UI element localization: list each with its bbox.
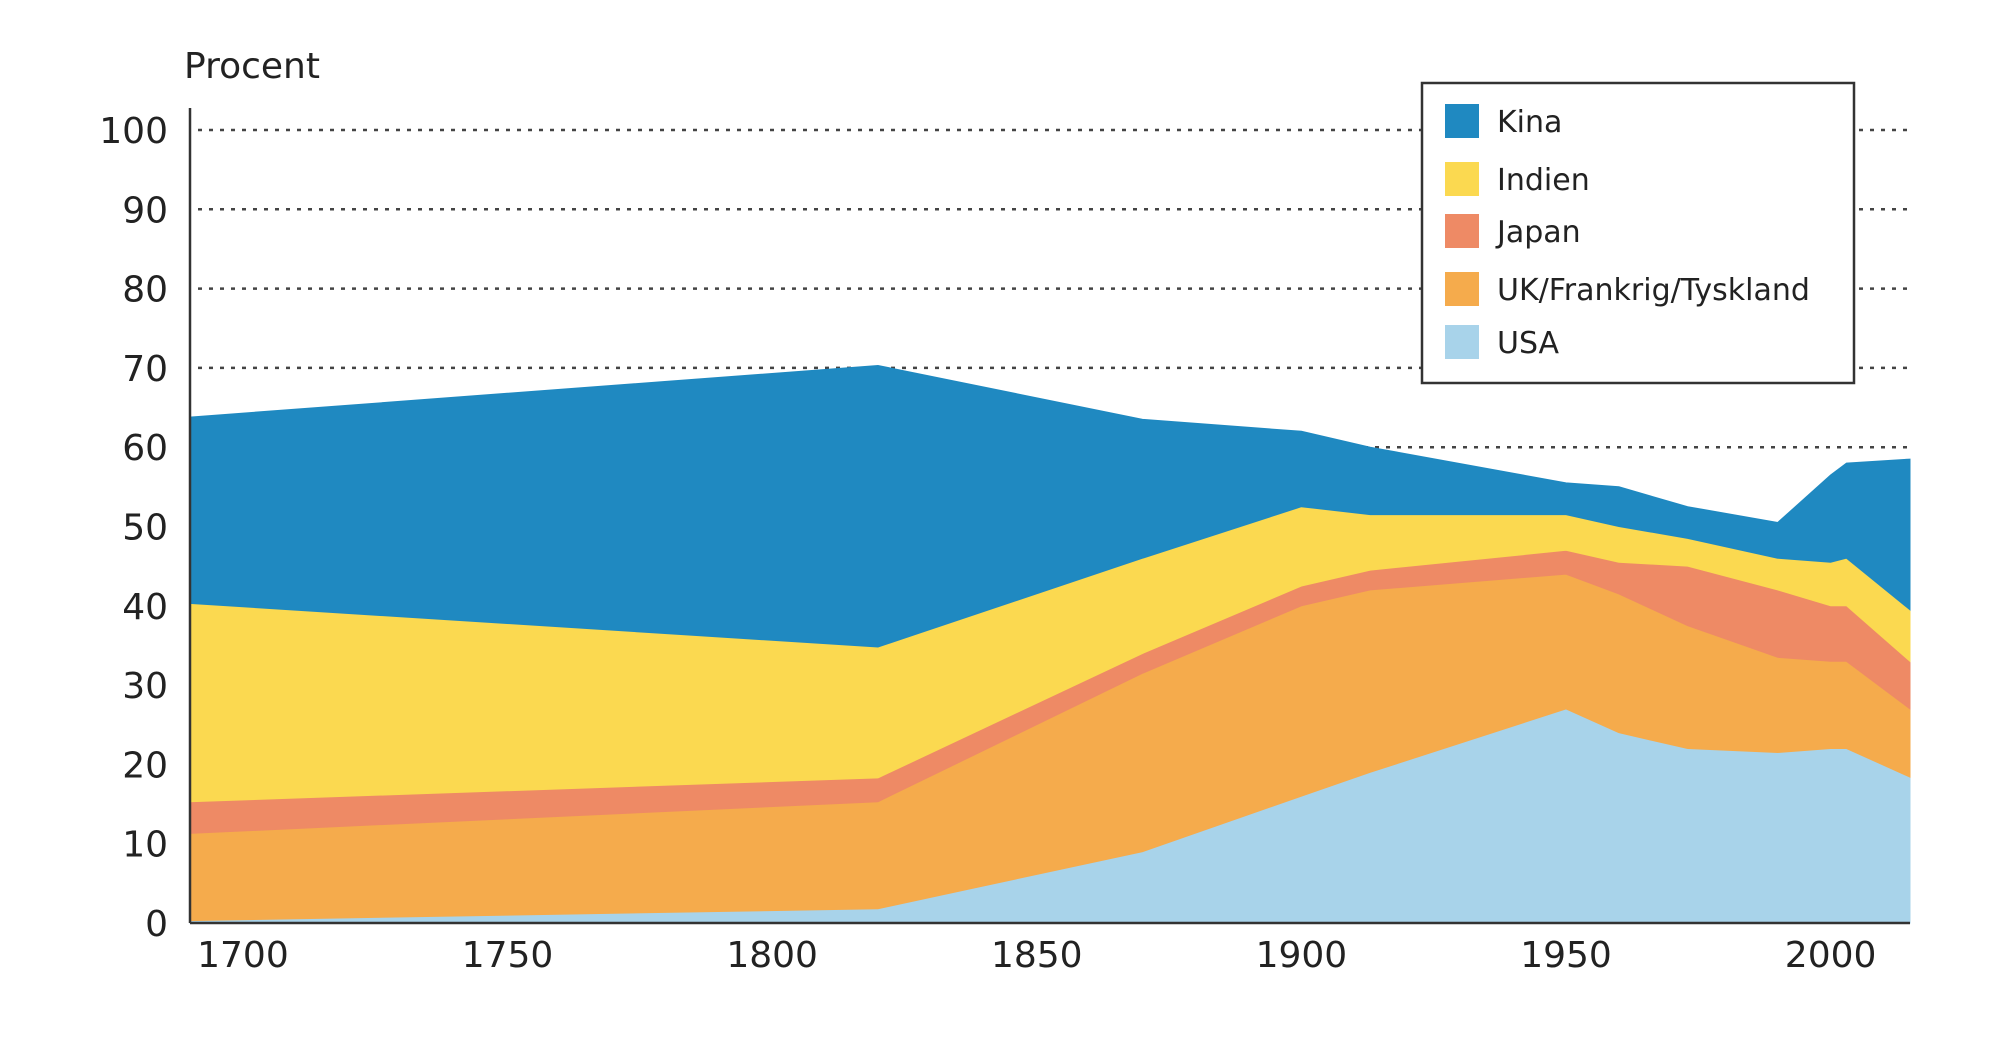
legend: Kina Indien Japan UK/Frankrig/Tyskland USA bbox=[1420, 81, 1856, 385]
legend-label-indien: Indien bbox=[1497, 163, 1590, 198]
legend-swatch-indien bbox=[1445, 162, 1479, 196]
legend-box bbox=[1420, 81, 1856, 385]
area-layer bbox=[189, 364, 1911, 924]
legend-label-kina: Kina bbox=[1497, 105, 1562, 140]
y-tick-label-20: 20 bbox=[122, 745, 168, 786]
y-tick-label-0: 0 bbox=[145, 904, 168, 945]
y-axis-title: Procent bbox=[184, 46, 320, 87]
x-tick-label-1950: 1950 bbox=[1520, 935, 1612, 976]
y-tick-label-100: 100 bbox=[99, 111, 168, 152]
x-tick-label-1800: 1800 bbox=[726, 935, 818, 976]
y-tick-label-50: 50 bbox=[122, 508, 168, 549]
y-tick-label-60: 60 bbox=[122, 428, 168, 469]
x-tick-label-1850: 1850 bbox=[991, 935, 1083, 976]
area-kina bbox=[189, 364, 1911, 648]
y-tick-label-10: 10 bbox=[122, 825, 168, 866]
y-tick-label-80: 80 bbox=[122, 270, 168, 311]
legend-label-usa: USA bbox=[1497, 326, 1560, 361]
legend-label-uk-frankrig-tyskland: UK/Frankrig/Tyskland bbox=[1497, 273, 1810, 308]
legend-swatch-kina bbox=[1445, 104, 1479, 138]
y-tick-label-90: 90 bbox=[122, 190, 168, 231]
y-tick-label-30: 30 bbox=[122, 666, 168, 707]
x-tick-label-1900: 1900 bbox=[1256, 935, 1348, 976]
axis-layer bbox=[188, 108, 1910, 925]
legend-swatch-usa bbox=[1445, 325, 1479, 359]
legend-swatch-japan bbox=[1445, 214, 1479, 248]
x-tick-label-1700: 1700 bbox=[197, 935, 289, 976]
x-tick-label-2000: 2000 bbox=[1785, 935, 1877, 976]
y-tick-label-70: 70 bbox=[122, 349, 168, 390]
y-tick-label-40: 40 bbox=[122, 587, 168, 628]
x-tick-label-1750: 1750 bbox=[462, 935, 554, 976]
legend-label-japan: Japan bbox=[1495, 215, 1581, 250]
legend-swatch-uk-frankrig-tyskland bbox=[1445, 272, 1479, 306]
label-layer: Procent 0 10 20 30 40 50 60 70 80 90 100 1700 1750 18… bbox=[99, 46, 1876, 976]
